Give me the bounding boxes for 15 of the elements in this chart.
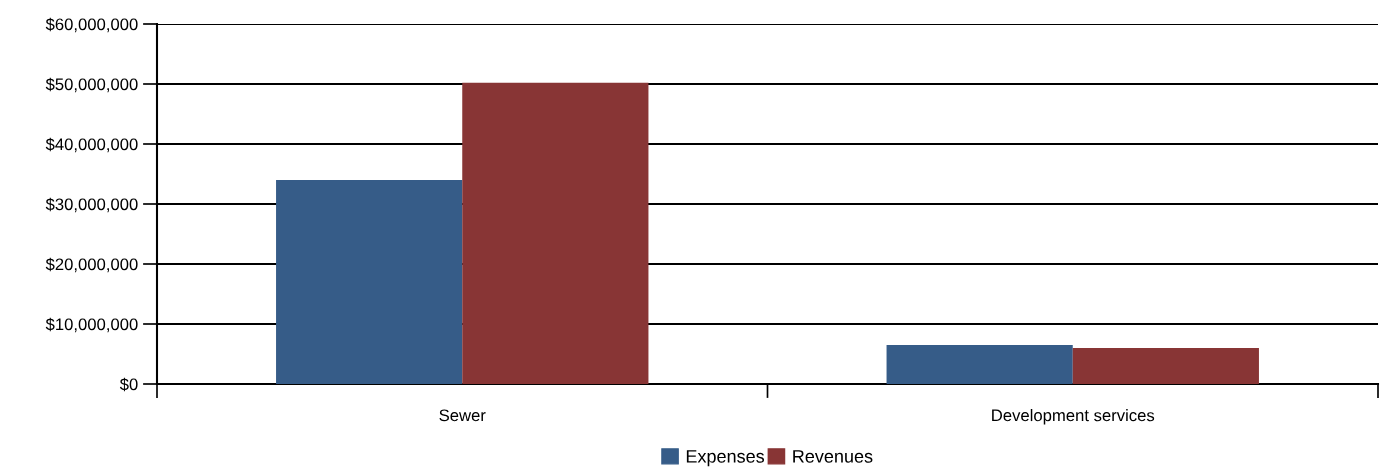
y-tick-label: $50,000,000 — [45, 77, 138, 93]
legend-label: Expenses — [686, 450, 765, 467]
bar — [886, 345, 1073, 384]
y-tick-label: $20,000,000 — [45, 257, 138, 273]
y-tick-label: $30,000,000 — [45, 197, 138, 213]
bar — [276, 180, 463, 384]
bar — [1072, 348, 1259, 384]
y-tick-label: $40,000,000 — [45, 137, 138, 153]
x-tick-label: Sewer — [439, 409, 486, 422]
bar — [462, 82, 649, 384]
legend-label: Revenues — [793, 450, 873, 463]
y-tick-label: $60,000,000 — [45, 17, 138, 33]
x-tick-label: Development services — [992, 409, 1155, 425]
y-tick-label: $10,000,000 — [45, 317, 138, 333]
y-tick-label: $0 — [119, 377, 138, 392]
